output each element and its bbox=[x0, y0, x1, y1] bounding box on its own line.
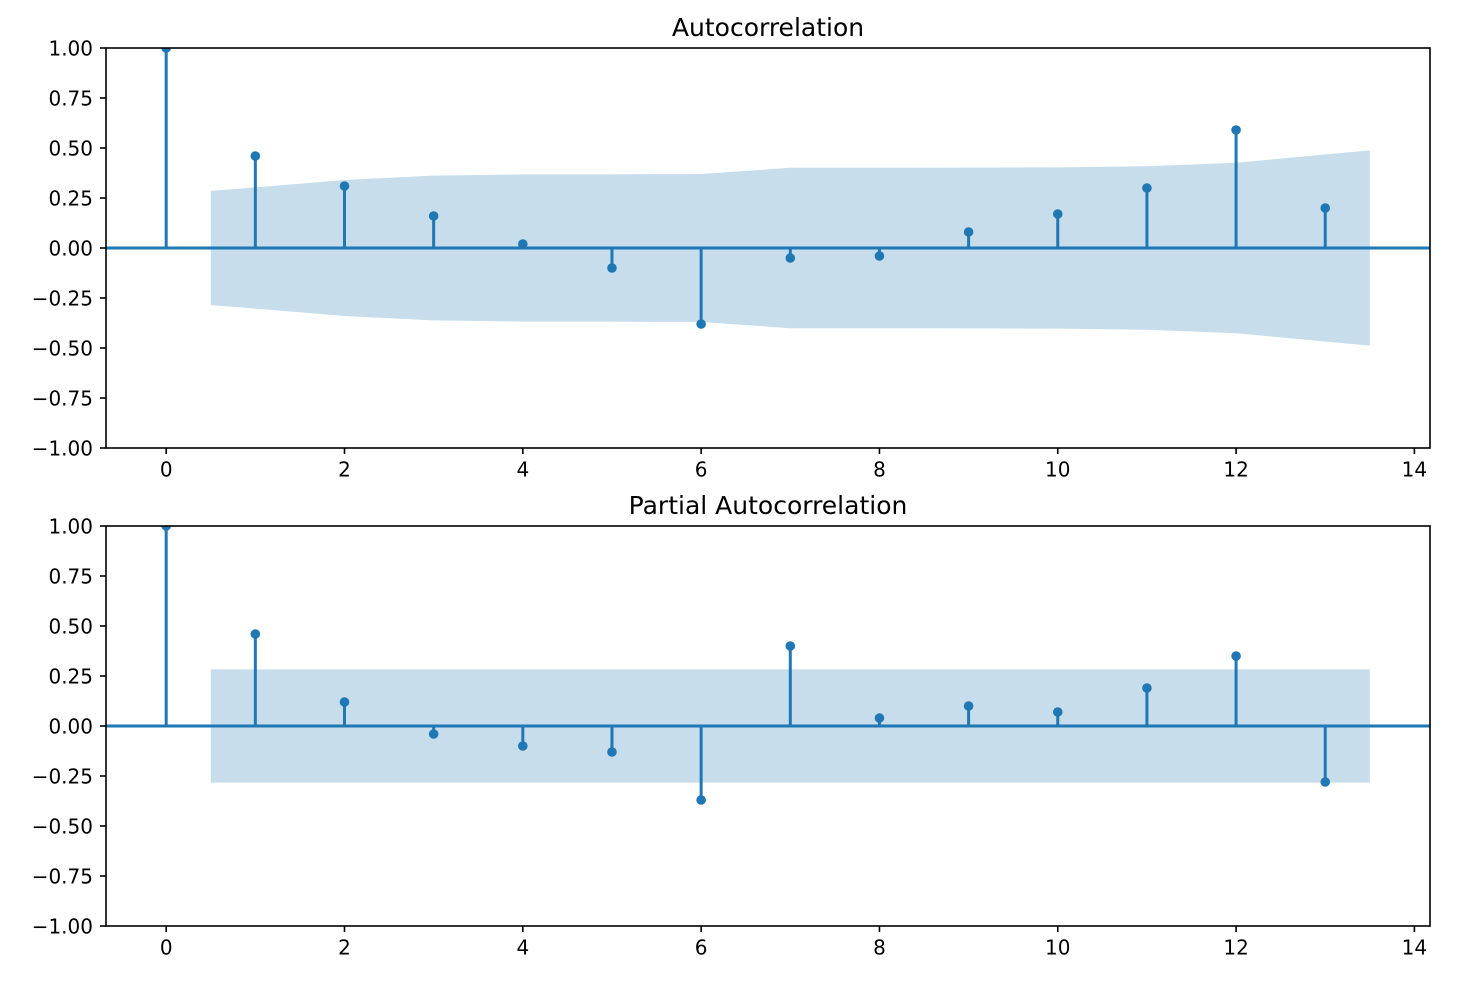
stem-marker bbox=[1320, 777, 1331, 787]
y-tick-label: 0.50 bbox=[48, 136, 93, 160]
y-tick-label: −1.00 bbox=[32, 436, 93, 460]
pacf-plot: 0 2 4 6 8 10 12 14 1.00 0.75 0.50 0.25 0.00 −0.25 −0.5… bbox=[32, 514, 1431, 960]
stem-marker bbox=[874, 251, 885, 261]
stem-marker bbox=[696, 795, 706, 805]
stems bbox=[161, 48, 1331, 329]
y-tick-label: 0.25 bbox=[48, 186, 93, 210]
x-tick-label: 2 bbox=[338, 936, 351, 960]
stem-marker bbox=[874, 713, 885, 723]
y-tick-label: 0.50 bbox=[48, 614, 93, 638]
stem-marker bbox=[963, 227, 974, 237]
x-tick-label: 14 bbox=[1402, 936, 1427, 960]
x-tick-label: 12 bbox=[1223, 936, 1248, 960]
stem-marker bbox=[1320, 203, 1331, 213]
stem-marker bbox=[696, 319, 706, 329]
pacf-title: Partial Autocorrelation bbox=[628, 491, 908, 520]
y-tick-label: 0.75 bbox=[48, 86, 93, 110]
stem-marker bbox=[607, 747, 617, 757]
stem-marker bbox=[785, 253, 796, 263]
acf-plot: 0 2 4 6 8 10 12 14 1.00 0.75 0.50 0.25 0.00 −0.25 −0.5… bbox=[32, 36, 1431, 482]
y-tick-label: 0.25 bbox=[48, 664, 93, 688]
y-tick-label: −0.75 bbox=[32, 864, 93, 888]
x-tick-label: 2 bbox=[338, 458, 351, 482]
stem-marker bbox=[1052, 707, 1063, 717]
stem-marker bbox=[1231, 125, 1241, 135]
x-tick-label: 0 bbox=[160, 458, 173, 482]
stem-marker bbox=[428, 729, 439, 739]
x-tick-label: 12 bbox=[1223, 458, 1248, 482]
y-tick-label: −1.00 bbox=[32, 914, 93, 938]
x-tick-label: 4 bbox=[516, 458, 529, 482]
stem-marker bbox=[1142, 183, 1152, 193]
stem-marker bbox=[161, 48, 171, 53]
acf-title: Autocorrelation bbox=[671, 13, 865, 42]
y-tick-label: −0.75 bbox=[32, 386, 93, 410]
stems bbox=[161, 526, 1331, 805]
x-tick-label: 8 bbox=[873, 936, 886, 960]
stem-marker bbox=[963, 701, 974, 711]
stem-marker bbox=[161, 526, 171, 531]
x-tick-label: 10 bbox=[1045, 936, 1070, 960]
stem-marker bbox=[250, 151, 261, 161]
x-tick-label: 6 bbox=[695, 936, 708, 960]
stem-marker bbox=[339, 697, 350, 707]
stem-marker bbox=[428, 211, 439, 221]
x-tick-label: 14 bbox=[1402, 458, 1427, 482]
x-tick-label: 8 bbox=[873, 458, 886, 482]
stem-marker bbox=[1052, 209, 1063, 219]
y-tick-label: 1.00 bbox=[48, 36, 93, 60]
stem-marker bbox=[339, 181, 350, 191]
y-tick-label: −0.25 bbox=[32, 286, 93, 310]
y-tick-label: −0.50 bbox=[32, 814, 93, 838]
y-tick-label: −0.50 bbox=[32, 336, 93, 360]
x-tick-label: 6 bbox=[695, 458, 708, 482]
stem-marker bbox=[250, 629, 261, 639]
stem-marker bbox=[518, 741, 528, 751]
stem-marker bbox=[785, 641, 796, 651]
y-tick-label: 0.75 bbox=[48, 564, 93, 588]
y-tick-label: −0.25 bbox=[32, 764, 93, 788]
stem-marker bbox=[1231, 651, 1241, 661]
stem-marker bbox=[1142, 683, 1152, 693]
stem-marker bbox=[518, 239, 528, 249]
x-tick-label: 4 bbox=[516, 936, 529, 960]
x-tick-label: 10 bbox=[1045, 458, 1070, 482]
y-tick-label: 1.00 bbox=[48, 514, 93, 538]
stem-marker bbox=[607, 263, 617, 273]
y-tick-label: 0.00 bbox=[48, 236, 93, 260]
x-tick-label: 0 bbox=[160, 936, 173, 960]
y-tick-label: 0.00 bbox=[48, 714, 93, 738]
